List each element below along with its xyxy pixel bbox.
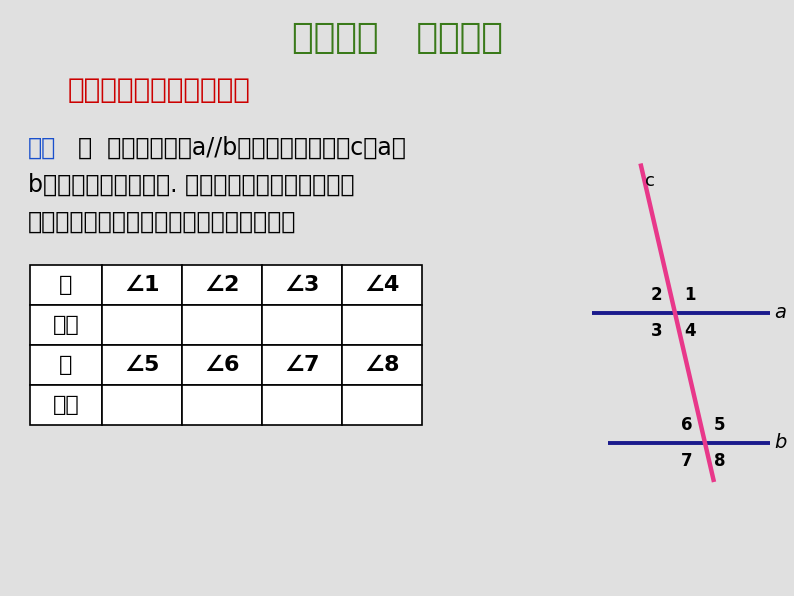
Bar [30,385,102,425]
Bar [262,305,342,345]
Text: 探究: 探究 [28,136,56,160]
Text: 8: 8 [714,452,726,470]
Bar [182,385,262,425]
Bar [182,345,262,385]
Text: ∠1: ∠1 [124,275,160,295]
Text: 4: 4 [684,322,696,340]
Text: 同旁内角，度量这些角，把结果填入下表：: 同旁内角，度量这些角，把结果填入下表： [28,210,296,234]
Text: c: c [645,172,654,190]
Text: 3: 3 [650,322,662,340]
Bar [262,265,342,305]
Text: 度数: 度数 [52,395,79,415]
Text: ∠8: ∠8 [364,355,399,375]
Text: b相交，标出如图的角. 任选一组同位角、内错角或: b相交，标出如图的角. 任选一组同位角、内错角或 [28,173,354,197]
Bar [102,385,182,425]
Text: 角: 角 [60,355,73,375]
Text: ∠2: ∠2 [204,275,240,295]
Bar [262,385,342,425]
Bar [102,345,182,385]
Bar [182,265,262,305]
Bar [342,305,422,345]
Text: ∠4: ∠4 [364,275,399,295]
Text: ∠3: ∠3 [284,275,320,295]
Text: 度数: 度数 [52,315,79,335]
Text: ：  画两条平行线a//b，然后画一条截线c与a、: ： 画两条平行线a//b，然后画一条截线c与a、 [78,136,406,160]
Text: ∠6: ∠6 [204,355,240,375]
Text: 合作探究   达成目标: 合作探究 达成目标 [291,21,503,55]
Bar [262,345,342,385]
Text: 6: 6 [680,416,692,434]
Bar [102,265,182,305]
Bar [30,345,102,385]
Text: a: a [774,303,786,322]
Text: ∠5: ∠5 [125,355,160,375]
Bar [182,305,262,345]
Bar [342,265,422,305]
Text: 2: 2 [650,286,662,304]
Bar [342,385,422,425]
Text: b: b [774,433,786,452]
Text: 1: 1 [684,286,696,304]
Text: 7: 7 [680,452,692,470]
Bar [342,345,422,385]
Text: ∠7: ∠7 [284,355,320,375]
Text: 探究点一：平行线的性质: 探究点一：平行线的性质 [68,76,251,104]
Bar [30,305,102,345]
Bar [102,305,182,345]
Text: 5: 5 [714,416,726,434]
Bar [30,265,102,305]
Text: 角: 角 [60,275,73,295]
